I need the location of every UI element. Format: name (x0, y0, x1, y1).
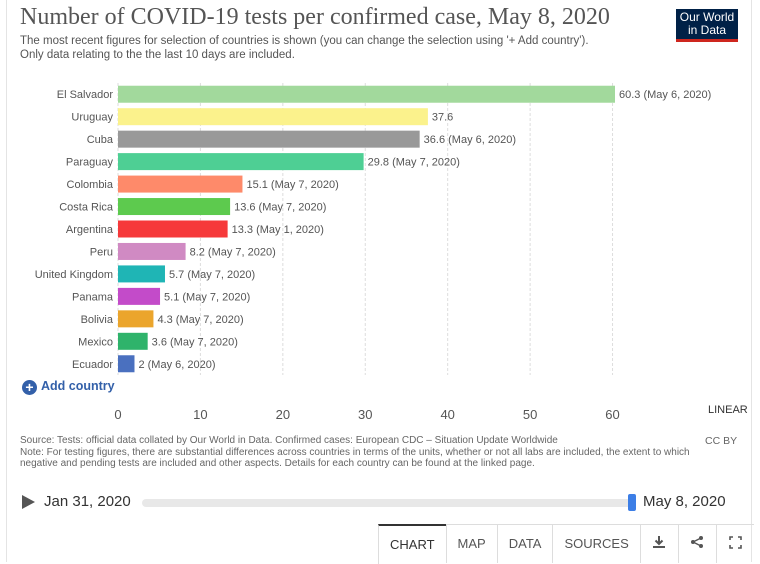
bar-4 (118, 175, 243, 193)
x-tick-label-4: 40 (440, 407, 454, 422)
logo-line-2: in Data (687, 23, 727, 37)
bar-10 (118, 310, 154, 328)
bar-2 (118, 130, 420, 148)
source-note: Source: Tests: official data collated by… (20, 435, 690, 470)
category-label-10: Bolivia (81, 314, 114, 326)
play-icon[interactable] (22, 495, 35, 509)
timeline-track[interactable] (142, 499, 632, 507)
add-country-button[interactable]: + Add country (22, 379, 115, 395)
category-label-11: Mexico (78, 336, 113, 348)
logo-accent-bar (676, 39, 738, 42)
x-tick-label-0: 0 (114, 407, 121, 422)
bar-11 (118, 332, 148, 350)
value-label-7: 8.2 (May 7, 2020) (190, 246, 276, 258)
category-label-2: Cuba (87, 134, 114, 146)
x-tick-label-3: 30 (358, 407, 372, 422)
value-label-10: 4.3 (May 7, 2020) (157, 314, 243, 326)
add-country-label: Add country (41, 379, 115, 393)
chart-title: Number of COVID-19 tests per confirmed c… (20, 4, 610, 30)
category-label-9: Panama (72, 291, 114, 303)
bar-0 (118, 85, 615, 103)
source-text: Source: Tests: official data collated by… (20, 435, 558, 446)
bar-chart: 0 10 20 30 40 50 60 El Salvador 60.3 (May 6, 202… (35, 83, 711, 422)
timeline-end-label: May 8, 2020 (643, 493, 726, 510)
value-label-5: 13.6 (May 7, 2020) (234, 202, 326, 214)
category-label-6: Argentina (66, 224, 114, 236)
bar-6 (118, 220, 228, 238)
scale-toggle[interactable]: LINEAR (708, 404, 748, 416)
x-tick-label-6: 60 (605, 407, 619, 422)
value-label-11: 3.6 (May 7, 2020) (152, 336, 238, 348)
x-tick-label-2: 20 (276, 407, 290, 422)
value-label-8: 5.7 (May 7, 2020) (169, 269, 255, 281)
bar-8 (118, 265, 165, 283)
fullscreen-icon[interactable] (715, 525, 754, 563)
category-label-8: United Kingdom (35, 269, 113, 281)
tab-map[interactable]: MAP (445, 525, 497, 563)
note-text: Note: For testing figures, there are sub… (20, 446, 690, 470)
value-label-2: 36.6 (May 6, 2020) (424, 134, 516, 146)
category-label-3: Paraguay (66, 157, 114, 169)
category-label-1: Uruguay (71, 112, 113, 124)
tab-data[interactable]: DATA (496, 525, 553, 563)
chart-subtitle: The most recent figures for selection of… (20, 35, 589, 61)
bar-7 (118, 242, 186, 260)
chart-tabs: CHART MAP DATA SOURCES (378, 524, 754, 564)
download-icon[interactable] (639, 525, 678, 563)
value-label-4: 15.1 (May 7, 2020) (246, 179, 338, 191)
category-label-0: El Salvador (57, 89, 114, 101)
license-label[interactable]: CC BY (705, 435, 738, 447)
value-label-3: 29.8 (May 7, 2020) (368, 157, 460, 169)
chart-frame (6, 0, 752, 562)
timeline-handle[interactable] (628, 494, 636, 511)
x-tick-label-1: 10 (193, 407, 207, 422)
bar-1 (118, 108, 428, 126)
tab-sources[interactable]: SOURCES (552, 525, 639, 563)
logo-line-1: Our World (679, 10, 735, 24)
timeline: Jan 31, 2020 May 8, 2020 (0, 486, 760, 520)
bar-5 (118, 198, 231, 216)
category-label-7: Peru (90, 246, 113, 258)
x-tick-label-5: 50 (523, 407, 537, 422)
bar-3 (118, 153, 364, 171)
value-label-1: 37.6 (432, 112, 453, 124)
bar-9 (118, 287, 161, 305)
value-label-12: 2 (May 6, 2020) (138, 359, 215, 371)
value-label-0: 60.3 (May 6, 2020) (619, 89, 711, 101)
category-label-5: Costa Rica (59, 202, 114, 214)
tab-chart[interactable]: CHART (378, 524, 446, 564)
plus-icon: + (22, 380, 37, 395)
category-label-12: Ecuador (72, 359, 113, 371)
timeline-start-label: Jan 31, 2020 (44, 493, 131, 510)
bar-12 (118, 355, 135, 373)
value-label-9: 5.1 (May 7, 2020) (164, 291, 250, 303)
value-label-6: 13.3 (May 1, 2020) (232, 224, 324, 236)
category-label-4: Colombia (67, 179, 114, 191)
owid-logo[interactable]: Our World in Data (676, 9, 738, 42)
share-icon[interactable] (677, 525, 716, 563)
